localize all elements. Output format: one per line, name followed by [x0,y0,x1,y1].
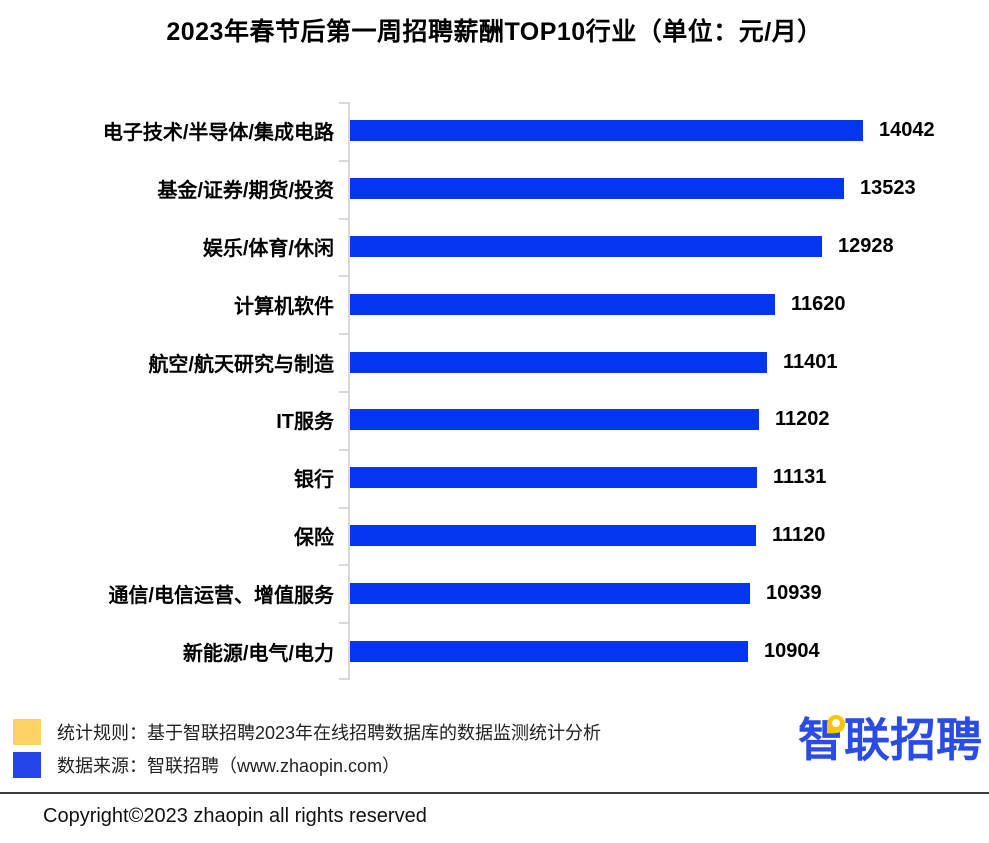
axis-tick [339,333,349,335]
bar [350,409,759,431]
axis-tick [339,564,349,566]
legend-item-source: 数据来源：智联招聘（www.zhaopin.com） [13,752,601,778]
chart-row: 新能源/电气/电力 10904 [0,622,989,680]
axis-tick [339,391,349,393]
bar-area: 11202 [350,391,830,449]
bar [350,293,775,315]
zhaopin-logo-text: 智联招聘 [798,714,982,766]
location-pin-icon [827,715,845,733]
category-label: 保险 [294,526,334,549]
footer-divider [0,792,989,794]
value-label: 10904 [764,639,820,662]
category-label: 娱乐/体育/休闲 [202,237,334,260]
category-label: 银行 [294,469,334,492]
value-label: 11401 [783,350,838,373]
axis-tick [339,218,349,220]
bar-area: 12928 [350,218,894,276]
category-label: 电子技术/半导体/集成电路 [102,122,334,145]
zhaopin-logo: 智联招聘 [798,712,983,768]
legend-item-rule: 统计规则：基于智联招聘2023年在线招聘数据库的数据监测统计分析 [13,719,601,745]
bar [350,120,863,142]
chart-title: 2023年春节后第一周招聘薪酬TOP10行业（单位：元/月） [166,18,823,46]
legend-label: 数据来源：智联招聘（www.zhaopin.com） [57,756,401,776]
value-label: 10939 [766,581,822,604]
chart-row: IT服务 11202 [0,391,989,449]
bar-area: 11131 [350,449,826,507]
legend-swatch-blue [13,752,41,778]
bar [350,235,822,257]
chart-row: 通信/电信运营、增值服务 10939 [0,564,989,622]
bar [350,351,767,373]
bar-area: 11401 [350,333,838,391]
category-label: 基金/证券/期货/投资 [157,180,334,203]
axis-tick [339,102,349,104]
bar-area: 10939 [350,564,822,622]
legend: 统计规则：基于智联招聘2023年在线招聘数据库的数据监测统计分析 数据来源：智联… [13,719,601,785]
axis-tick [339,622,349,624]
axis-tick [339,449,349,451]
chart-rows: 电子技术/半导体/集成电路 14042 基金/证券/期货/投资 13523 娱乐/体育/… [0,102,989,680]
chart-row: 银行 11131 [0,449,989,507]
category-label: IT服务 [276,411,334,434]
category-label: 计算机软件 [234,295,334,318]
bar-area: 11620 [350,275,846,333]
value-label: 11120 [772,523,826,546]
legend-swatch-yellow [13,719,41,745]
chart-row: 保险 11120 [0,507,989,565]
chart-row: 航空/航天研究与制造 11401 [0,333,989,391]
chart-row: 娱乐/体育/休闲 12928 [0,218,989,276]
chart-row: 计算机软件 11620 [0,275,989,333]
axis-tick [339,678,349,680]
bar [350,640,748,662]
category-label: 航空/航天研究与制造 [148,353,334,376]
bar [350,467,757,489]
value-label: 12928 [838,234,894,257]
axis-tick [339,507,349,509]
value-label: 11202 [775,408,830,431]
bar-chart: 电子技术/半导体/集成电路 14042 基金/证券/期货/投资 13523 娱乐/体育/… [0,102,989,680]
chart-row: 电子技术/半导体/集成电路 14042 [0,102,989,160]
bar [350,178,844,200]
y-axis-line [348,102,350,680]
value-label: 11131 [773,466,827,489]
category-label: 新能源/电气/电力 [182,642,334,665]
value-label: 14042 [879,119,935,142]
bar-area: 10904 [350,622,820,680]
value-label: 13523 [860,177,916,200]
value-label: 11620 [791,292,846,315]
axis-tick [339,275,349,277]
bar [350,524,756,546]
legend-label: 统计规则：基于智联招聘2023年在线招聘数据库的数据监测统计分析 [57,723,602,743]
axis-tick [339,160,349,162]
copyright-text: Copyright©2023 zhaopin all rights reserv… [43,805,427,827]
chart-row: 基金/证券/期货/投资 13523 [0,160,989,218]
bar-area: 11120 [350,507,825,565]
category-label: 通信/电信运营、增值服务 [108,584,334,607]
bar-area: 14042 [350,102,935,160]
bar [350,582,750,604]
bar-area: 13523 [350,160,916,218]
